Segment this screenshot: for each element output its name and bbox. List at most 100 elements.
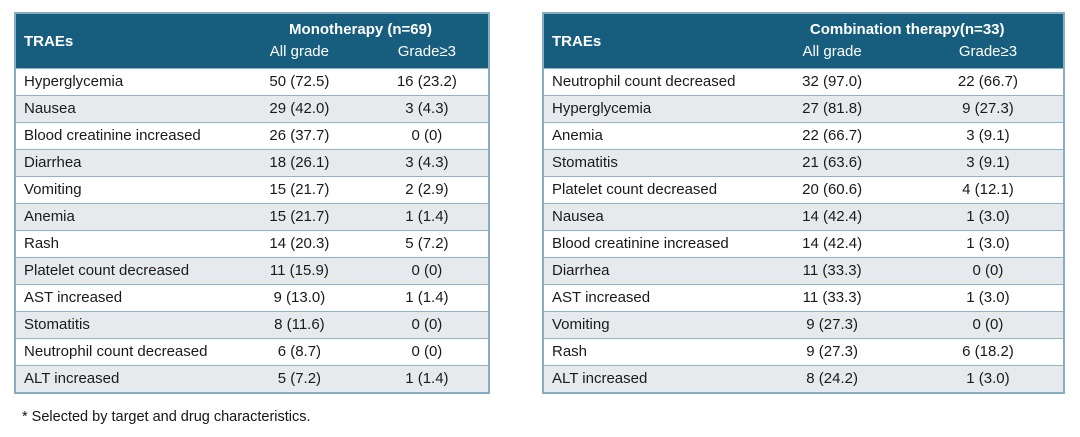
trae-name-cell: Anemia [543,122,752,150]
table-row: AST increased 11 (33.3) 1 (3.0) [543,284,1064,312]
grade-ge3-value-cell: 1 (1.4) [365,365,489,393]
all-grade-value-cell: 11 (15.9) [233,257,366,285]
all-grade-value-cell: 5 (7.2) [233,365,366,393]
grade-ge3-value-cell: 22 (66.7) [912,68,1064,96]
grade-ge3-column-header: Grade≥3 [912,40,1064,69]
grade-ge3-value-cell: 0 (0) [365,257,489,285]
table-row: Platelet count decreased 11 (15.9) 0 (0) [15,257,489,285]
monotherapy-group-header: Monotherapy (n=69) [233,13,489,40]
trae-name-cell: Stomatitis [543,149,752,177]
trae-name-cell: Stomatitis [15,311,234,339]
grade-ge3-value-cell: 0 (0) [365,338,489,366]
grade-ge3-value-cell: 6 (18.2) [912,338,1064,366]
footnote: * Selected by target and drug characteri… [22,409,311,425]
table-row: ALT increased 5 (7.2) 1 (1.4) [15,365,489,393]
all-grade-value-cell: 14 (42.4) [751,230,913,258]
monotherapy-table-section: TRAEs Monotherapy (n=69) All grade Grade… [14,12,490,394]
grade-ge3-value-cell: 0 (0) [912,257,1064,285]
all-grade-value-cell: 22 (66.7) [751,122,913,150]
all-grade-value-cell: 9 (13.0) [233,284,366,312]
all-grade-value-cell: 9 (27.3) [751,311,913,339]
all-grade-value-cell: 8 (24.2) [751,365,913,393]
grade-ge3-value-cell: 4 (12.1) [912,176,1064,204]
table-row: Anemia 15 (21.7) 1 (1.4) [15,203,489,231]
combination-table-body: Neutrophil count decreased 32 (97.0) 22 (6… [543,68,1064,393]
trae-name-cell: Anemia [15,203,234,231]
grade-ge3-value-cell: 2 (2.9) [365,176,489,204]
table-row: Neutrophil count decreased 32 (97.0) 22 (6… [543,68,1064,96]
combination-table-section: TRAEs Combination therapy(n=33) All grad… [542,12,1065,394]
table-row: AST increased 9 (13.0) 1 (1.4) [15,284,489,312]
grade-ge3-value-cell: 16 (23.2) [365,68,489,96]
trae-name-cell: Platelet count decreased [15,257,234,285]
table-row: Diarrhea 18 (26.1) 3 (4.3) [15,149,489,177]
grade-ge3-value-cell: 1 (3.0) [912,203,1064,231]
all-grade-value-cell: 21 (63.6) [751,149,913,177]
trae-name-cell: Platelet count decreased [543,176,752,204]
all-grade-column-header: All grade [233,40,366,69]
table-row: Platelet count decreased 20 (60.6) 4 (12.1… [543,176,1064,204]
grade-ge3-column-header: Grade≥3 [365,40,489,69]
trae-name-cell: Rash [15,230,234,258]
monotherapy-table: TRAEs Monotherapy (n=69) All grade Grade… [14,12,490,394]
all-grade-value-cell: 8 (11.6) [233,311,366,339]
grade-ge3-value-cell: 3 (4.3) [365,95,489,123]
all-grade-value-cell: 15 (21.7) [233,203,366,231]
table-row: Neutrophil count decreased 6 (8.7) 0 (0) [15,338,489,366]
grade-ge3-value-cell: 1 (1.4) [365,203,489,231]
table-row: Anemia 22 (66.7) 3 (9.1) [543,122,1064,150]
all-grade-value-cell: 29 (42.0) [233,95,366,123]
table-row: Nausea 29 (42.0) 3 (4.3) [15,95,489,123]
monotherapy-table-body: Hyperglycemia 50 (72.5) 16 (23.2) Nausea 29 … [15,68,489,393]
trae-name-cell: AST increased [543,284,752,312]
all-grade-value-cell: 32 (97.0) [751,68,913,96]
trae-name-cell: Hyperglycemia [15,68,234,96]
monotherapy-table-header: TRAEs Monotherapy (n=69) All grade Grade… [15,13,489,69]
trae-name-cell: Neutrophil count decreased [15,338,234,366]
grade-ge3-value-cell: 0 (0) [365,122,489,150]
traes-corner-header: TRAEs [543,13,752,69]
all-grade-value-cell: 15 (21.7) [233,176,366,204]
traes-corner-header: TRAEs [15,13,234,69]
grade-ge3-value-cell: 0 (0) [912,311,1064,339]
grade-ge3-value-cell: 3 (4.3) [365,149,489,177]
grade-ge3-value-cell: 1 (3.0) [912,365,1064,393]
grade-ge3-value-cell: 3 (9.1) [912,149,1064,177]
table-row: Diarrhea 11 (33.3) 0 (0) [543,257,1064,285]
table-row: Vomiting 15 (21.7) 2 (2.9) [15,176,489,204]
grade-ge3-value-cell: 5 (7.2) [365,230,489,258]
table-row: Nausea 14 (42.4) 1 (3.0) [543,203,1064,231]
trae-name-cell: Hyperglycemia [543,95,752,123]
all-grade-value-cell: 27 (81.8) [751,95,913,123]
trae-name-cell: ALT increased [15,365,234,393]
all-grade-value-cell: 20 (60.6) [751,176,913,204]
grade-ge3-value-cell: 1 (1.4) [365,284,489,312]
combination-table-header: TRAEs Combination therapy(n=33) All grad… [543,13,1064,69]
all-grade-value-cell: 11 (33.3) [751,257,913,285]
grade-ge3-value-cell: 1 (3.0) [912,284,1064,312]
grade-ge3-value-cell: 0 (0) [365,311,489,339]
table-row: Rash 9 (27.3) 6 (18.2) [543,338,1064,366]
all-grade-column-header: All grade [751,40,913,69]
all-grade-value-cell: 9 (27.3) [751,338,913,366]
all-grade-value-cell: 50 (72.5) [233,68,366,96]
trae-name-cell: Rash [543,338,752,366]
all-grade-value-cell: 11 (33.3) [751,284,913,312]
trae-name-cell: Vomiting [15,176,234,204]
trae-name-cell: Neutrophil count decreased [543,68,752,96]
table-row: Blood creatinine increased 14 (42.4) 1 (3.… [543,230,1064,258]
all-grade-value-cell: 18 (26.1) [233,149,366,177]
all-grade-value-cell: 6 (8.7) [233,338,366,366]
trae-name-cell: Diarrhea [543,257,752,285]
table-row: Vomiting 9 (27.3) 0 (0) [543,311,1064,339]
trae-name-cell: Diarrhea [15,149,234,177]
table-row: Stomatitis 21 (63.6) 3 (9.1) [543,149,1064,177]
trae-name-cell: Nausea [543,203,752,231]
combination-group-header: Combination therapy(n=33) [751,13,1064,40]
all-grade-value-cell: 14 (42.4) [751,203,913,231]
grade-ge3-value-cell: 9 (27.3) [912,95,1064,123]
table-row: Blood creatinine increased 26 (37.7) 0 (0) [15,122,489,150]
table-row: Hyperglycemia 50 (72.5) 16 (23.2) [15,68,489,96]
table-row: Stomatitis 8 (11.6) 0 (0) [15,311,489,339]
